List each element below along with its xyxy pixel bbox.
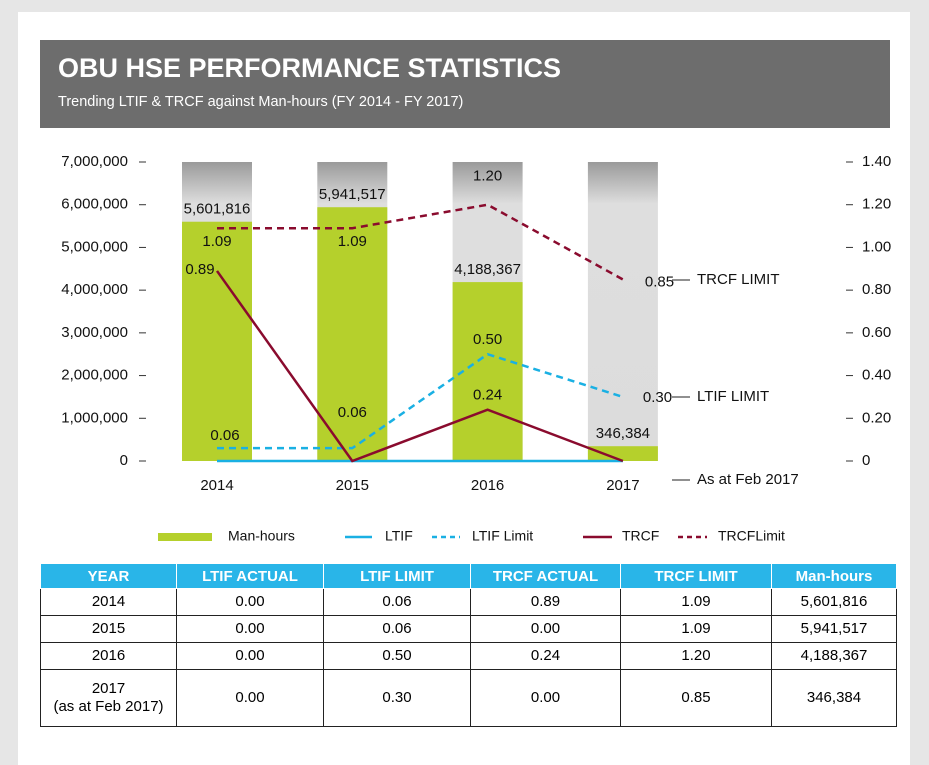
header-band [40, 40, 890, 128]
point-label: 0.06 [210, 427, 239, 444]
table-cell: 1.09 [620, 615, 772, 643]
y-tick-label: 6,000,000 [61, 196, 128, 213]
point-label: 0.06 [338, 404, 367, 421]
chart-title: OBU HSE PERFORMANCE STATISTICS [58, 53, 561, 83]
table-cell: 1.20 [620, 642, 772, 670]
y2-tick-label: 0.20 [862, 409, 891, 426]
header-row: YEAR LTIF ACTUAL LTIF LIMIT TRCF ACTUAL TRCF… [40, 563, 897, 589]
y2-tick-label: 1.20 [862, 196, 891, 213]
data-table: YEAR LTIF ACTUAL LTIF LIMIT TRCF ACTUAL TRCF… [40, 563, 897, 727]
table-cell: 0.06 [323, 588, 471, 616]
column-header: TRCF LIMIT [620, 563, 772, 589]
table-cell: 0.24 [470, 642, 621, 670]
legend-label: LTIF [385, 528, 413, 544]
column-header: TRCF ACTUAL [470, 563, 621, 589]
y2-tick-label: 0.40 [862, 367, 891, 384]
x-tick-label: 2017 [606, 477, 639, 494]
table-cell: 0.00 [176, 588, 324, 616]
legend-label: TRCFLimit [718, 528, 785, 544]
chart-subtitle: Trending LTIF & TRCF against Man-hours (… [58, 94, 463, 110]
y2-tick-label: 0.80 [862, 281, 891, 298]
table-cell: 0.00 [176, 642, 324, 670]
y-tick-label: 5,000,000 [61, 238, 128, 255]
bar-value-label: 5,601,816 [184, 201, 251, 218]
y2-tick-label: 0.60 [862, 324, 891, 341]
table-cell: 0.06 [323, 615, 471, 643]
legend-label: TRCF [622, 528, 659, 544]
annotation: TRCF LIMIT [697, 271, 780, 288]
line-series [217, 352, 624, 450]
table-row: 2017 (as at Feb 2017) 0.00 0.30 0.00 0.85 346… [40, 669, 897, 727]
table-cell: 2015 [40, 615, 177, 643]
column-header: YEAR [40, 563, 177, 589]
table-cell: 4,188,367 [771, 642, 897, 670]
table-cell: 2016 [40, 642, 177, 670]
table-cell: 0.30 [323, 669, 471, 727]
point-label: 0.24 [473, 387, 502, 404]
table-row: 2015 0.00 0.06 0.00 1.09 5,941,517 [40, 615, 897, 643]
y-tick-label: 1,000,000 [61, 409, 128, 426]
annotation: LTIF LIMIT [697, 388, 769, 405]
x-tick-label: 2016 [471, 477, 504, 494]
bar [317, 207, 388, 461]
point-label: 1.20 [473, 168, 502, 185]
table-cell: 2017 (as at Feb 2017) [40, 669, 177, 727]
table-cell: 5,941,517 [771, 615, 897, 643]
y2-tick-label: 1.40 [862, 153, 891, 170]
bar-value-label: 346,384 [596, 425, 650, 442]
legend-label: Man-hours [228, 528, 295, 544]
point-label: 0.50 [473, 331, 502, 348]
point-label: 0.30 [643, 389, 672, 406]
table-row: 2014 0.00 0.06 0.89 1.09 5,601,816 [40, 588, 897, 616]
annotation: As at Feb 2017 [697, 471, 799, 488]
table-cell: 0.00 [176, 615, 324, 643]
table-cell: 0.85 [620, 669, 772, 727]
table-cell: 2014 [40, 588, 177, 616]
table-cell: 346,384 [771, 669, 897, 727]
table-cell: 0.89 [470, 588, 621, 616]
y-tick-label: 4,000,000 [61, 281, 128, 298]
y2-tick-label: 1.00 [862, 238, 891, 255]
column-header: Man-hours [771, 563, 897, 589]
x-tick-label: 2015 [336, 477, 369, 494]
legend-label: LTIF Limit [472, 528, 533, 544]
table-cell: 5,601,816 [771, 588, 897, 616]
table-cell: 0.00 [470, 669, 621, 727]
table-cell: 0.00 [470, 615, 621, 643]
point-label: 0.89 [185, 261, 214, 278]
y-tick-label: 3,000,000 [61, 324, 128, 341]
table-cell: 0.00 [176, 669, 324, 727]
y-tick-label: 2,000,000 [61, 367, 128, 384]
bar [182, 221, 252, 461]
y2-tick-label: 0 [862, 452, 870, 469]
bar [587, 446, 658, 461]
x-tick-label: 2014 [200, 477, 233, 494]
line-series [215, 270, 624, 463]
point-label: 1.09 [338, 233, 367, 250]
column-header: LTIF LIMIT [323, 563, 471, 589]
bar-value-label: 4,188,367 [454, 261, 521, 278]
table-cell: 1.09 [620, 588, 772, 616]
y-tick-label: 7,000,000 [61, 153, 128, 170]
bar-value-label: 5,941,517 [319, 186, 386, 203]
column-header: LTIF ACTUAL [176, 563, 324, 589]
point-label: 1.09 [202, 233, 231, 250]
point-label: 0.85 [645, 273, 674, 290]
legend-swatch [158, 533, 212, 541]
table-cell: 0.50 [323, 642, 471, 670]
y-tick-label: 0 [120, 452, 128, 469]
line-series [217, 203, 624, 281]
table-row: 2016 0.00 0.50 0.24 1.20 4,188,367 [40, 642, 897, 670]
column-background [587, 162, 658, 461]
